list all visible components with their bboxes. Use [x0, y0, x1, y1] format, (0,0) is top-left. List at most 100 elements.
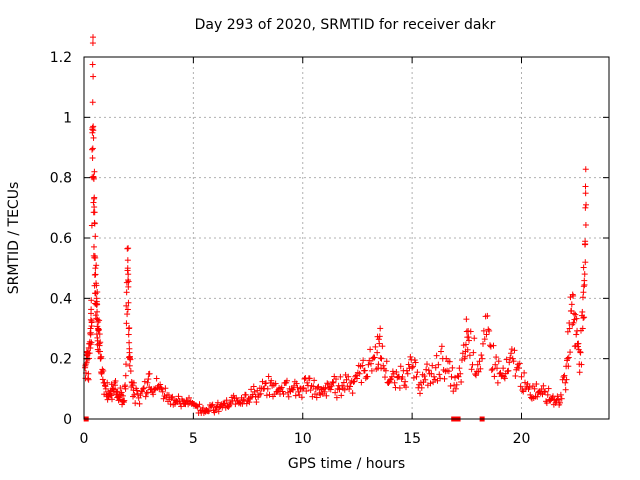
data-point — [83, 359, 90, 366]
data-point — [280, 391, 287, 398]
data-point — [582, 204, 589, 211]
data-point — [558, 395, 565, 402]
data-point — [582, 190, 589, 197]
data-point — [92, 254, 99, 261]
data-point — [578, 361, 585, 368]
data-point — [431, 373, 437, 380]
data-point — [245, 395, 252, 402]
data-point — [582, 183, 589, 190]
data-point — [87, 329, 94, 336]
data-points — [82, 34, 590, 422]
data-point — [91, 271, 98, 278]
data-point — [448, 373, 455, 380]
data-point — [512, 372, 519, 379]
data-point — [351, 378, 358, 385]
data-point — [285, 393, 292, 400]
data-point — [580, 314, 587, 321]
data-point — [225, 403, 232, 410]
data-point — [371, 354, 378, 361]
data-point — [97, 339, 104, 346]
data-point — [506, 359, 513, 366]
data-point — [127, 356, 134, 363]
data-point — [410, 363, 416, 370]
data-point — [312, 391, 318, 398]
data-point — [310, 383, 317, 390]
data-point — [570, 319, 577, 326]
data-point — [253, 399, 260, 406]
data-point — [284, 377, 290, 384]
data-point — [484, 312, 491, 319]
data-point — [232, 401, 239, 408]
data-point — [284, 389, 291, 396]
data-point — [124, 257, 131, 264]
data-point — [335, 382, 342, 389]
data-point — [124, 306, 131, 313]
data-point — [125, 283, 132, 290]
data-point — [471, 335, 478, 342]
data-point — [361, 367, 368, 374]
data-point — [541, 388, 548, 395]
data-point — [125, 278, 132, 285]
data-point — [257, 390, 264, 397]
data-point — [125, 245, 132, 252]
x-tick-label: 0 — [80, 431, 89, 447]
data-point — [449, 364, 456, 371]
data-point — [494, 365, 500, 372]
data-point — [368, 360, 374, 367]
data-point — [266, 391, 273, 398]
data-point — [108, 381, 115, 388]
data-point — [89, 145, 96, 152]
data-point — [255, 394, 262, 401]
data-point — [95, 326, 102, 333]
data-point — [100, 367, 107, 374]
data-point — [573, 331, 580, 338]
data-point — [454, 372, 461, 379]
data-point — [292, 392, 299, 399]
data-point — [399, 373, 406, 380]
data-point — [162, 385, 169, 392]
data-point — [115, 397, 122, 404]
data-point — [265, 373, 272, 380]
data-point — [543, 400, 550, 407]
data-point — [428, 370, 435, 377]
y-tick-label: 1.2 — [50, 50, 72, 66]
data-point — [489, 365, 496, 372]
data-point — [89, 155, 96, 162]
data-point — [298, 394, 305, 401]
data-point — [133, 387, 140, 394]
y-tick-label: 1 — [63, 110, 72, 126]
data-point — [307, 387, 314, 394]
data-point — [240, 396, 247, 403]
data-point — [544, 391, 551, 398]
data-point — [123, 361, 129, 368]
data-point — [124, 245, 131, 252]
data-point — [338, 392, 345, 399]
data-point — [89, 99, 96, 106]
data-point — [368, 367, 375, 374]
data-point — [527, 391, 534, 398]
data-point — [582, 241, 589, 248]
data-point — [91, 220, 98, 227]
data-point — [279, 388, 286, 395]
data-point — [483, 331, 490, 338]
data-point — [137, 392, 144, 399]
data-point — [340, 379, 347, 386]
data-point — [580, 289, 587, 296]
data-point — [293, 380, 300, 387]
data-point — [557, 391, 564, 398]
data-point — [126, 353, 133, 360]
data-point — [92, 265, 99, 272]
data-point — [91, 204, 98, 211]
data-point — [89, 146, 96, 153]
data-point — [126, 324, 133, 331]
data-point — [90, 34, 97, 41]
data-point — [508, 346, 515, 353]
data-point — [123, 302, 130, 309]
data-point — [421, 373, 428, 380]
data-point — [555, 396, 562, 403]
data-point — [393, 369, 400, 376]
data-point — [436, 371, 443, 378]
data-point — [511, 347, 518, 354]
data-point — [572, 311, 579, 318]
